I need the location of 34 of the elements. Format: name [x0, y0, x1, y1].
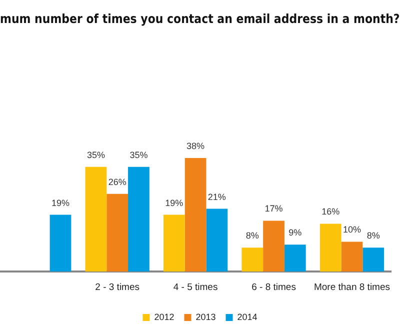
data-label: 10%: [342, 224, 361, 235]
bar: [362, 248, 384, 272]
x-tick-label: 2 - 3 times: [95, 282, 140, 293]
bar: [50, 214, 72, 272]
bar: [341, 242, 363, 272]
bar: [320, 224, 342, 272]
bar: [85, 166, 107, 272]
data-label: 19%: [165, 198, 184, 208]
data-label: 35%: [86, 150, 105, 160]
data-label: 8%: [366, 230, 380, 241]
legend-label: 2013: [196, 312, 216, 322]
x-tick-label: More than 8 times: [314, 282, 390, 293]
bar: [284, 244, 306, 272]
bar: [128, 166, 150, 272]
data-label: 16%: [322, 206, 340, 217]
data-label: 17%: [264, 204, 283, 214]
chart-title: mum number of times you contact an email address in a month?: [0, 11, 400, 26]
data-label: 26%: [108, 176, 126, 187]
x-tick-label: 6 - 8 times: [252, 282, 296, 293]
data-label: 35%: [130, 150, 148, 160]
legend-label: 2014: [237, 312, 258, 322]
data-label: 19%: [51, 198, 70, 208]
bar: [206, 208, 228, 272]
bar: [184, 158, 206, 272]
bar: [242, 248, 264, 272]
data-label: 21%: [208, 192, 226, 202]
bar: [106, 194, 128, 272]
bar: [263, 220, 284, 272]
data-label: 38%: [186, 140, 205, 151]
x-tick-label: 4 - 5 times: [173, 282, 218, 293]
bar: [163, 214, 185, 272]
data-label: 9%: [288, 228, 302, 238]
legend-label: 2012: [154, 312, 174, 322]
data-label: 8%: [246, 230, 259, 241]
